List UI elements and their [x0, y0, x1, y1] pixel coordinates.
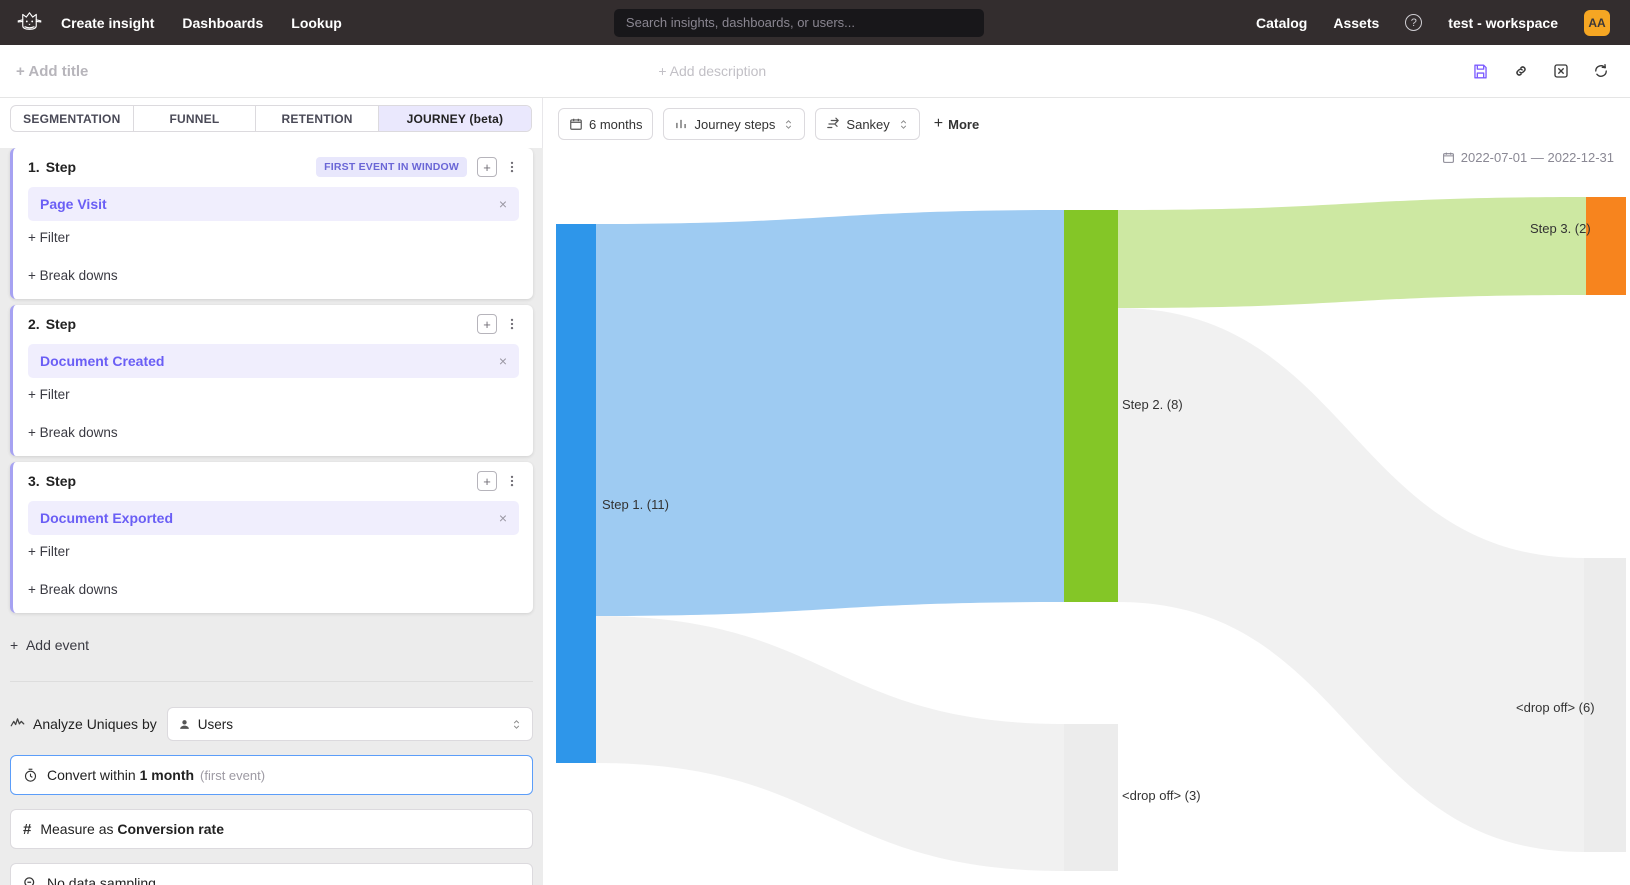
svg-text:Step 1. (11): Step 1. (11)	[602, 497, 669, 512]
svg-text:<drop off> (6): <drop off> (6)	[1516, 700, 1595, 715]
svg-text:Step 2. (8): Step 2. (8)	[1122, 397, 1183, 412]
svg-text:<drop off> (3): <drop off> (3)	[1122, 788, 1201, 803]
svg-text:Step 3. (2): Step 3. (2)	[1530, 221, 1591, 236]
